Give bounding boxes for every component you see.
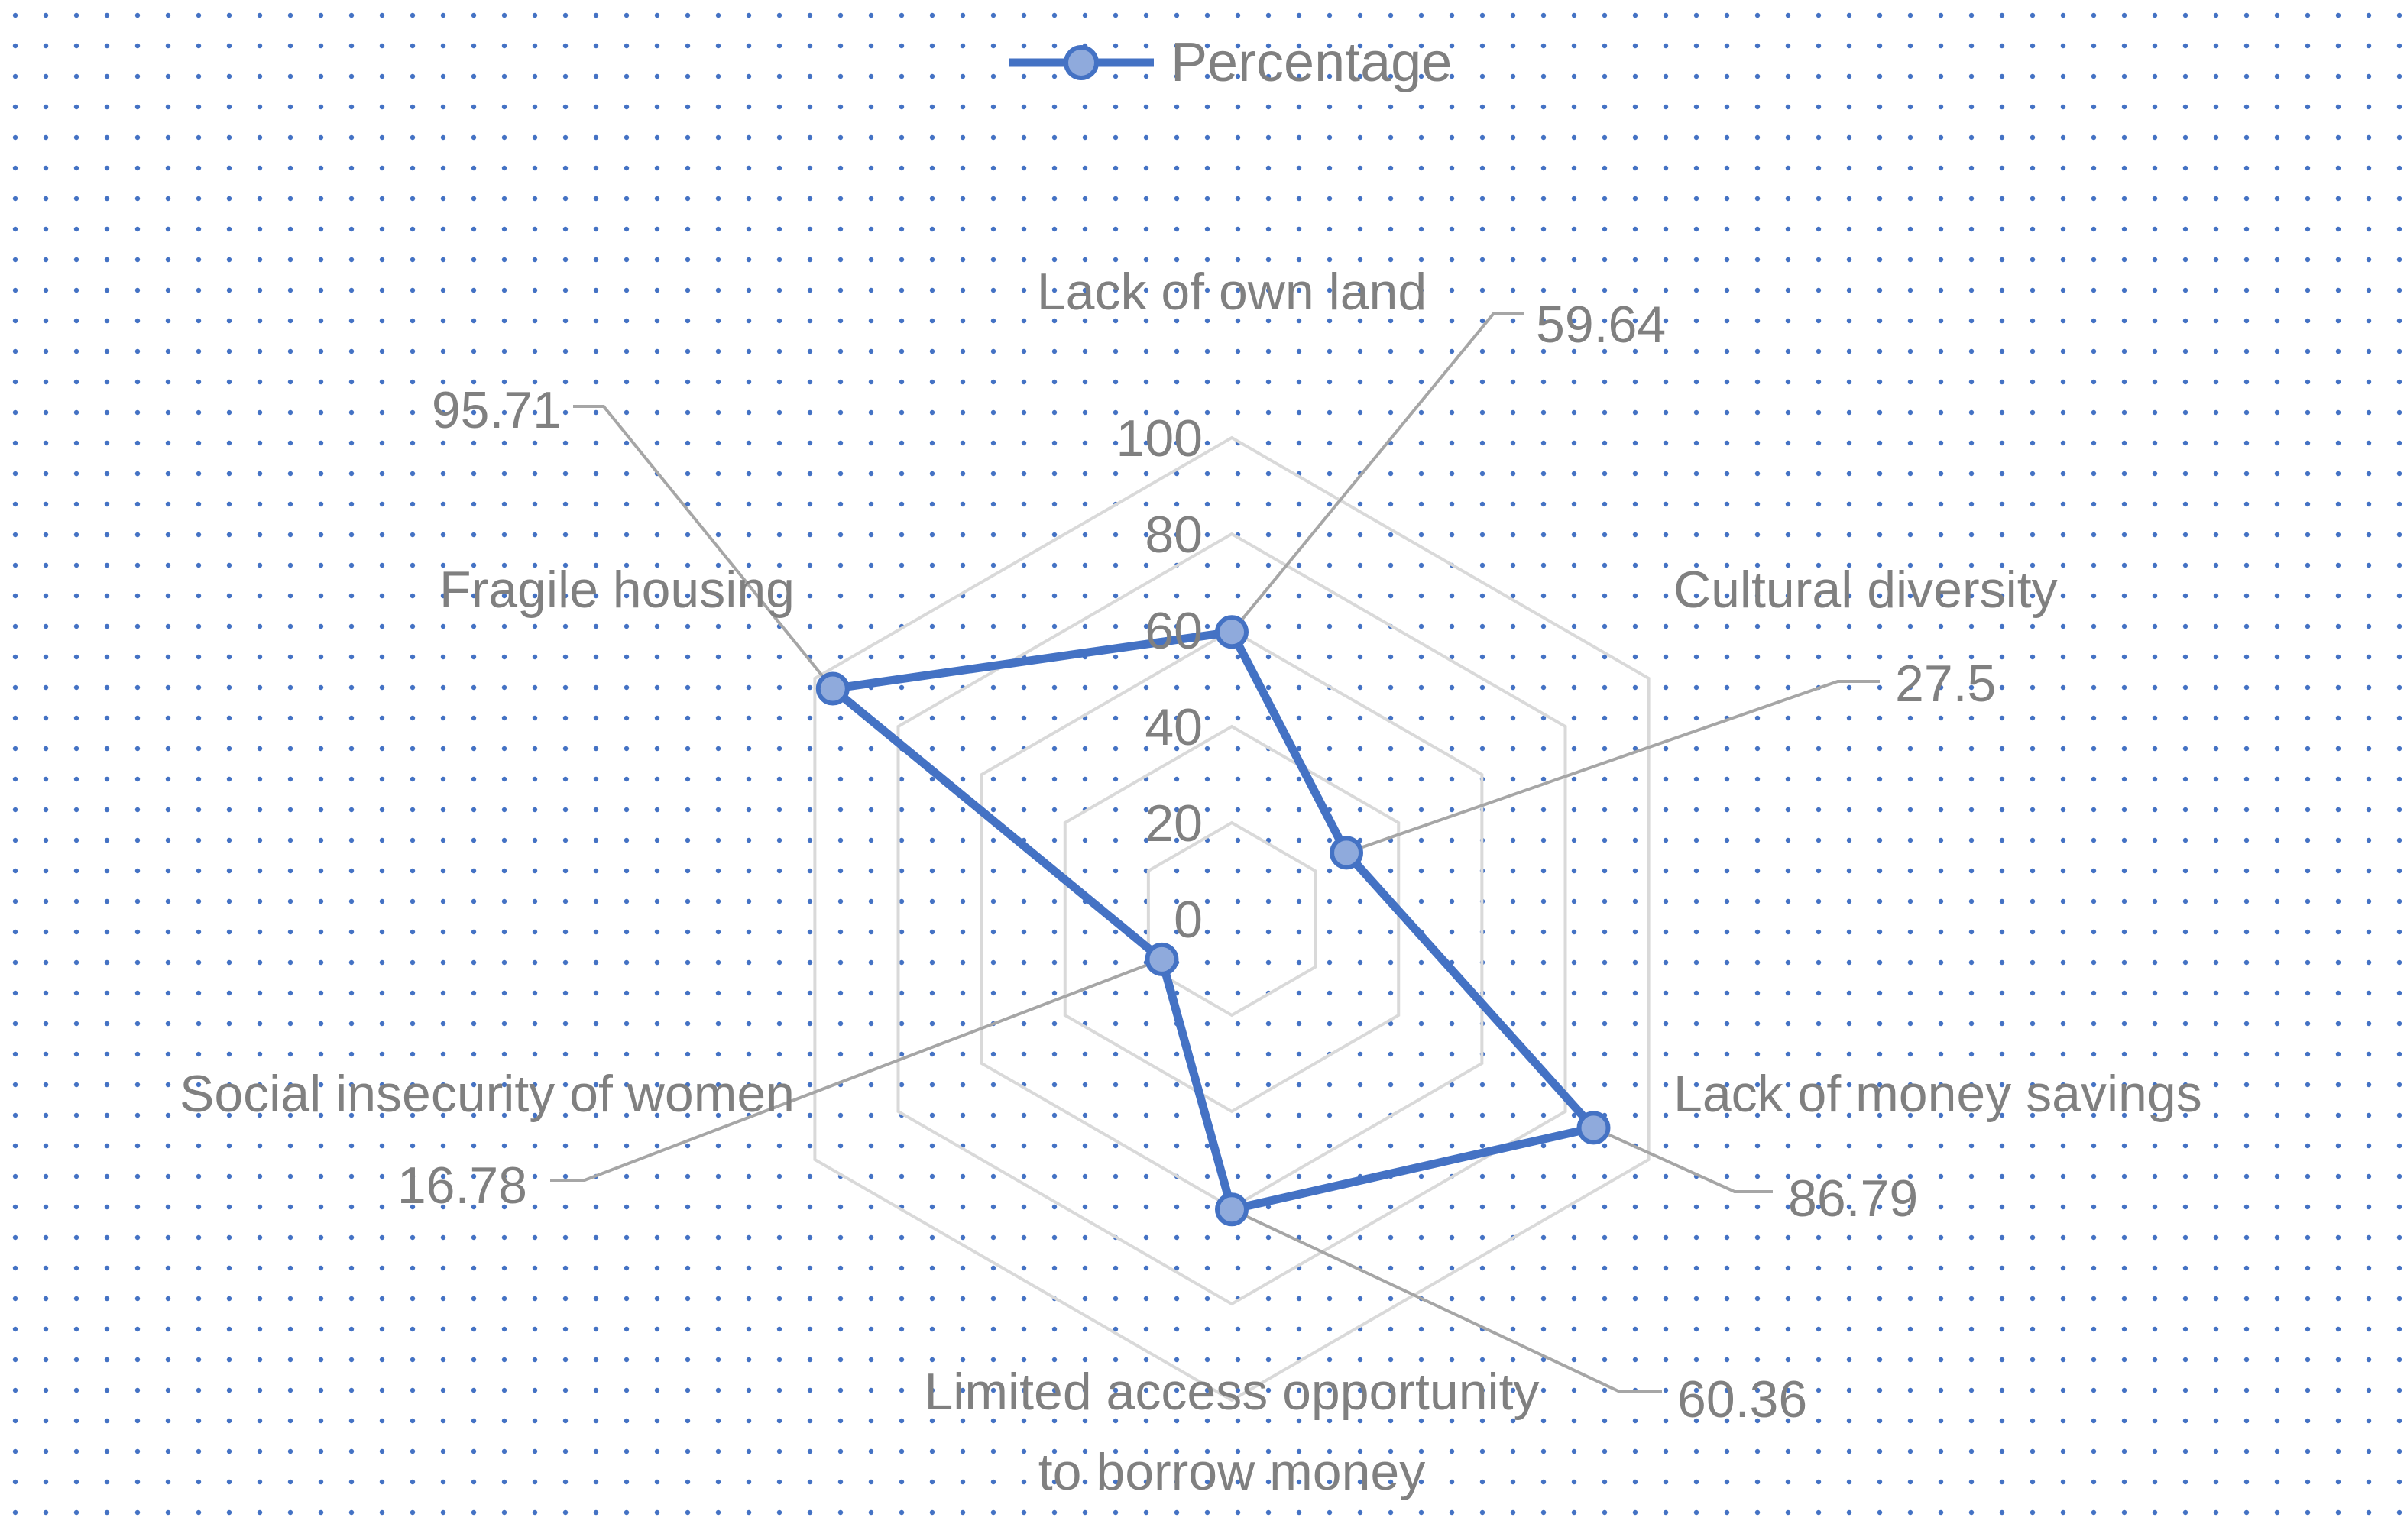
- legend: Percentage: [1009, 32, 1452, 93]
- leader-line: [1592, 1126, 1773, 1193]
- radial-tick-labels: 0 20 40 60 80 100: [1116, 409, 1203, 949]
- category-label: Lack of money savings: [1673, 1065, 2202, 1123]
- leader-line: [573, 405, 834, 690]
- data-label: 27.5: [1895, 655, 1996, 713]
- data-label-leaders: [550, 312, 1880, 1393]
- category-label: Limited access opportunity: [924, 1363, 1539, 1421]
- category-label: Lack of own land: [1037, 263, 1427, 321]
- data-point: [1576, 1111, 1611, 1145]
- radial-tick-label: 20: [1145, 794, 1203, 852]
- data-point: [1330, 836, 1364, 870]
- grid-ring: [896, 532, 1567, 1306]
- data-labels: 59.64 27.5 86.79 60.36 16.78 95.71: [397, 296, 1997, 1428]
- leader-line: [1231, 1208, 1662, 1393]
- category-label: Social insecurity of women: [180, 1065, 795, 1123]
- leader-line: [550, 957, 1163, 1182]
- radial-tick-label: 80: [1145, 506, 1203, 564]
- category-labels: Lack of own land Cultural diversity Lack o…: [180, 263, 2202, 1501]
- series-layer: [815, 615, 1611, 1227]
- leader-line: [1346, 680, 1880, 855]
- category-label: Fragile housing: [439, 561, 795, 619]
- radial-tick-label: 0: [1174, 891, 1203, 949]
- grid-ring: [813, 435, 1651, 1402]
- radial-tick-label: 60: [1145, 602, 1203, 660]
- data-point: [815, 671, 850, 706]
- grid-ring: [1146, 820, 1317, 1017]
- data-point: [1215, 1192, 1249, 1227]
- radial-tick-label: 40: [1145, 698, 1203, 756]
- data-label: 95.71: [432, 381, 562, 439]
- leader-line: [1230, 312, 1524, 633]
- data-label: 60.36: [1677, 1370, 1807, 1428]
- legend-marker-icon: [1064, 45, 1099, 80]
- legend-label: Percentage: [1171, 32, 1452, 93]
- radial-tick-label: 100: [1116, 409, 1203, 467]
- data-point: [1215, 615, 1249, 649]
- data-label: 16.78: [397, 1157, 527, 1215]
- grid-ring: [1063, 724, 1401, 1114]
- data-label: 59.64: [1536, 296, 1666, 354]
- category-label: Cultural diversity: [1673, 561, 2058, 619]
- category-label: to borrow money: [1038, 1443, 1425, 1501]
- data-label: 86.79: [1788, 1170, 1918, 1228]
- data-point: [1145, 942, 1179, 976]
